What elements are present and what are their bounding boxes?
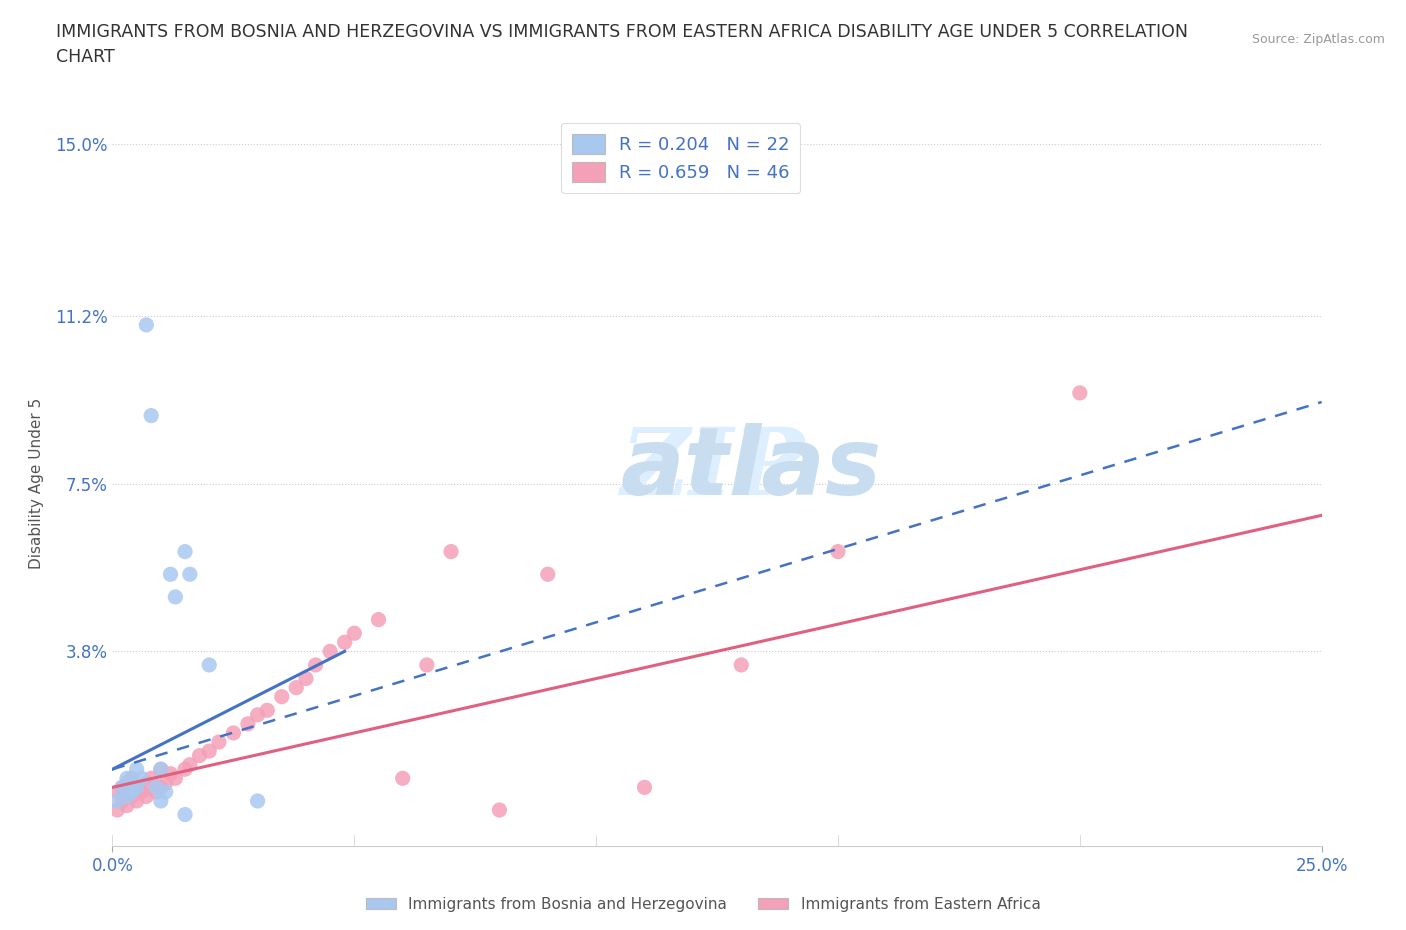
- Point: [343, 626, 366, 641]
- Text: atlas: atlas: [620, 423, 882, 515]
- Point: [537, 567, 560, 582]
- Point: [285, 680, 308, 695]
- Point: [125, 762, 148, 777]
- Point: [125, 780, 148, 795]
- Point: [236, 716, 259, 731]
- Point: [121, 771, 143, 786]
- Point: [125, 780, 148, 795]
- Point: [155, 785, 177, 800]
- Point: [149, 780, 172, 795]
- Point: [179, 567, 201, 582]
- Text: ZIP: ZIP: [620, 424, 804, 514]
- Point: [121, 785, 143, 800]
- Point: [416, 658, 439, 672]
- Point: [440, 544, 463, 559]
- Point: [131, 785, 153, 800]
- Point: [135, 789, 157, 804]
- Point: [141, 408, 163, 423]
- Point: [141, 771, 163, 786]
- Point: [367, 612, 389, 627]
- Point: [121, 789, 143, 804]
- Point: [391, 771, 413, 786]
- Y-axis label: Disability Age Under 5: Disability Age Under 5: [28, 398, 44, 569]
- Point: [730, 658, 752, 672]
- Point: [149, 793, 172, 808]
- Point: [179, 757, 201, 772]
- Point: [174, 544, 197, 559]
- Point: [246, 793, 269, 808]
- Point: [111, 780, 134, 795]
- Point: [155, 776, 177, 790]
- Point: [270, 689, 292, 704]
- Point: [174, 762, 197, 777]
- Point: [111, 780, 134, 795]
- Point: [159, 567, 181, 582]
- Point: [115, 776, 138, 790]
- Point: [1069, 386, 1091, 401]
- Point: [165, 771, 187, 786]
- Point: [488, 803, 510, 817]
- Point: [135, 317, 157, 332]
- Point: [222, 725, 245, 740]
- Point: [319, 644, 342, 658]
- Point: [115, 771, 138, 786]
- Point: [208, 735, 231, 750]
- Point: [198, 658, 221, 672]
- Point: [105, 793, 128, 808]
- Point: [304, 658, 326, 672]
- Point: [165, 590, 187, 604]
- Point: [295, 671, 318, 686]
- Point: [121, 776, 143, 790]
- Text: IMMIGRANTS FROM BOSNIA AND HERZEGOVINA VS IMMIGRANTS FROM EASTERN AFRICA DISABIL: IMMIGRANTS FROM BOSNIA AND HERZEGOVINA V…: [56, 23, 1188, 66]
- Point: [198, 744, 221, 759]
- Point: [149, 762, 172, 777]
- Point: [149, 762, 172, 777]
- Point: [174, 807, 197, 822]
- Legend: Immigrants from Bosnia and Herzegovina, Immigrants from Eastern Africa: Immigrants from Bosnia and Herzegovina, …: [360, 891, 1046, 918]
- Point: [827, 544, 849, 559]
- Point: [633, 780, 655, 795]
- Point: [105, 803, 128, 817]
- Point: [115, 789, 138, 804]
- Point: [131, 771, 153, 786]
- Point: [333, 635, 356, 650]
- Point: [145, 785, 167, 800]
- Point: [188, 748, 211, 763]
- Point: [246, 708, 269, 723]
- Point: [145, 780, 167, 795]
- Point: [111, 793, 134, 808]
- Point: [159, 766, 181, 781]
- Point: [135, 776, 157, 790]
- Point: [125, 793, 148, 808]
- Point: [115, 798, 138, 813]
- Point: [256, 703, 278, 718]
- Text: Source: ZipAtlas.com: Source: ZipAtlas.com: [1251, 33, 1385, 46]
- Legend: R = 0.204   N = 22, R = 0.659   N = 46: R = 0.204 N = 22, R = 0.659 N = 46: [561, 123, 800, 193]
- Point: [105, 785, 128, 800]
